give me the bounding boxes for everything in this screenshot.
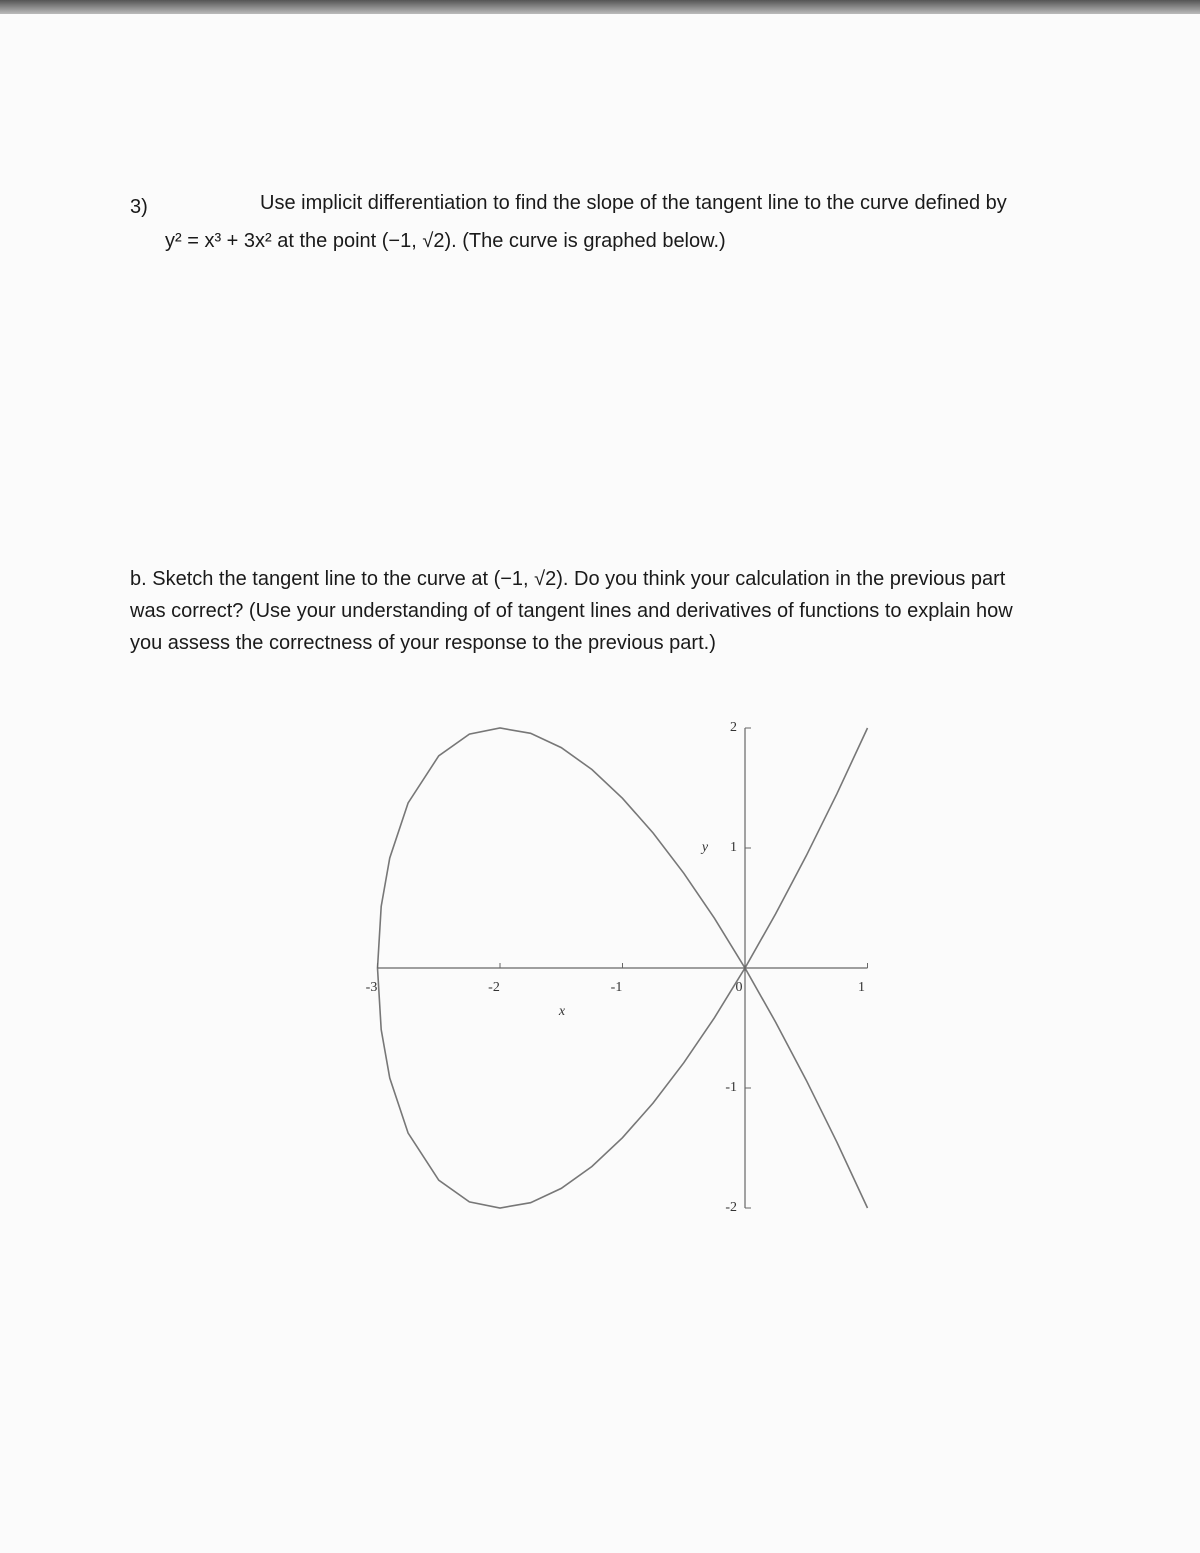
part-b-text: b. Sketch the tangent line to the curve … <box>130 568 1006 590</box>
y-tick-label: -1 <box>725 1080 737 1095</box>
part-b-text: you assess the correctness of your respo… <box>130 632 716 654</box>
part-b-text: was correct? (Use your understanding of … <box>130 600 1013 622</box>
problem-number: 3) <box>130 196 148 218</box>
x-tick-label: 0 <box>736 980 743 995</box>
problem-text: Use implicit differentiation to find the… <box>260 192 1007 214</box>
y-tick-label: 2 <box>730 720 737 735</box>
x-axis-label: x <box>558 1004 566 1019</box>
x-tick-label: -2 <box>488 980 500 995</box>
x-tick-label: -3 <box>366 980 378 995</box>
y-tick-label: 1 <box>730 840 737 855</box>
photo-edge <box>0 0 1200 14</box>
y-axis-label: y <box>700 840 709 855</box>
problem-text: y² = x³ + 3x² at the point (−1, √2). (Th… <box>165 230 726 252</box>
x-tick-label: 1 <box>858 980 865 995</box>
x-tick-label: -1 <box>611 980 623 995</box>
curve <box>376 727 869 1209</box>
y-tick-label: -2 <box>725 1200 737 1215</box>
